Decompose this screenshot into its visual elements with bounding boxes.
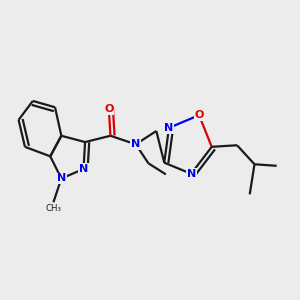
Text: CH₃: CH₃	[45, 204, 62, 213]
Text: N: N	[164, 123, 174, 133]
Text: N: N	[79, 164, 88, 174]
Text: N: N	[187, 169, 196, 179]
Text: N: N	[57, 173, 66, 184]
Text: O: O	[104, 104, 113, 114]
Text: O: O	[194, 110, 204, 120]
Text: N: N	[131, 139, 140, 149]
